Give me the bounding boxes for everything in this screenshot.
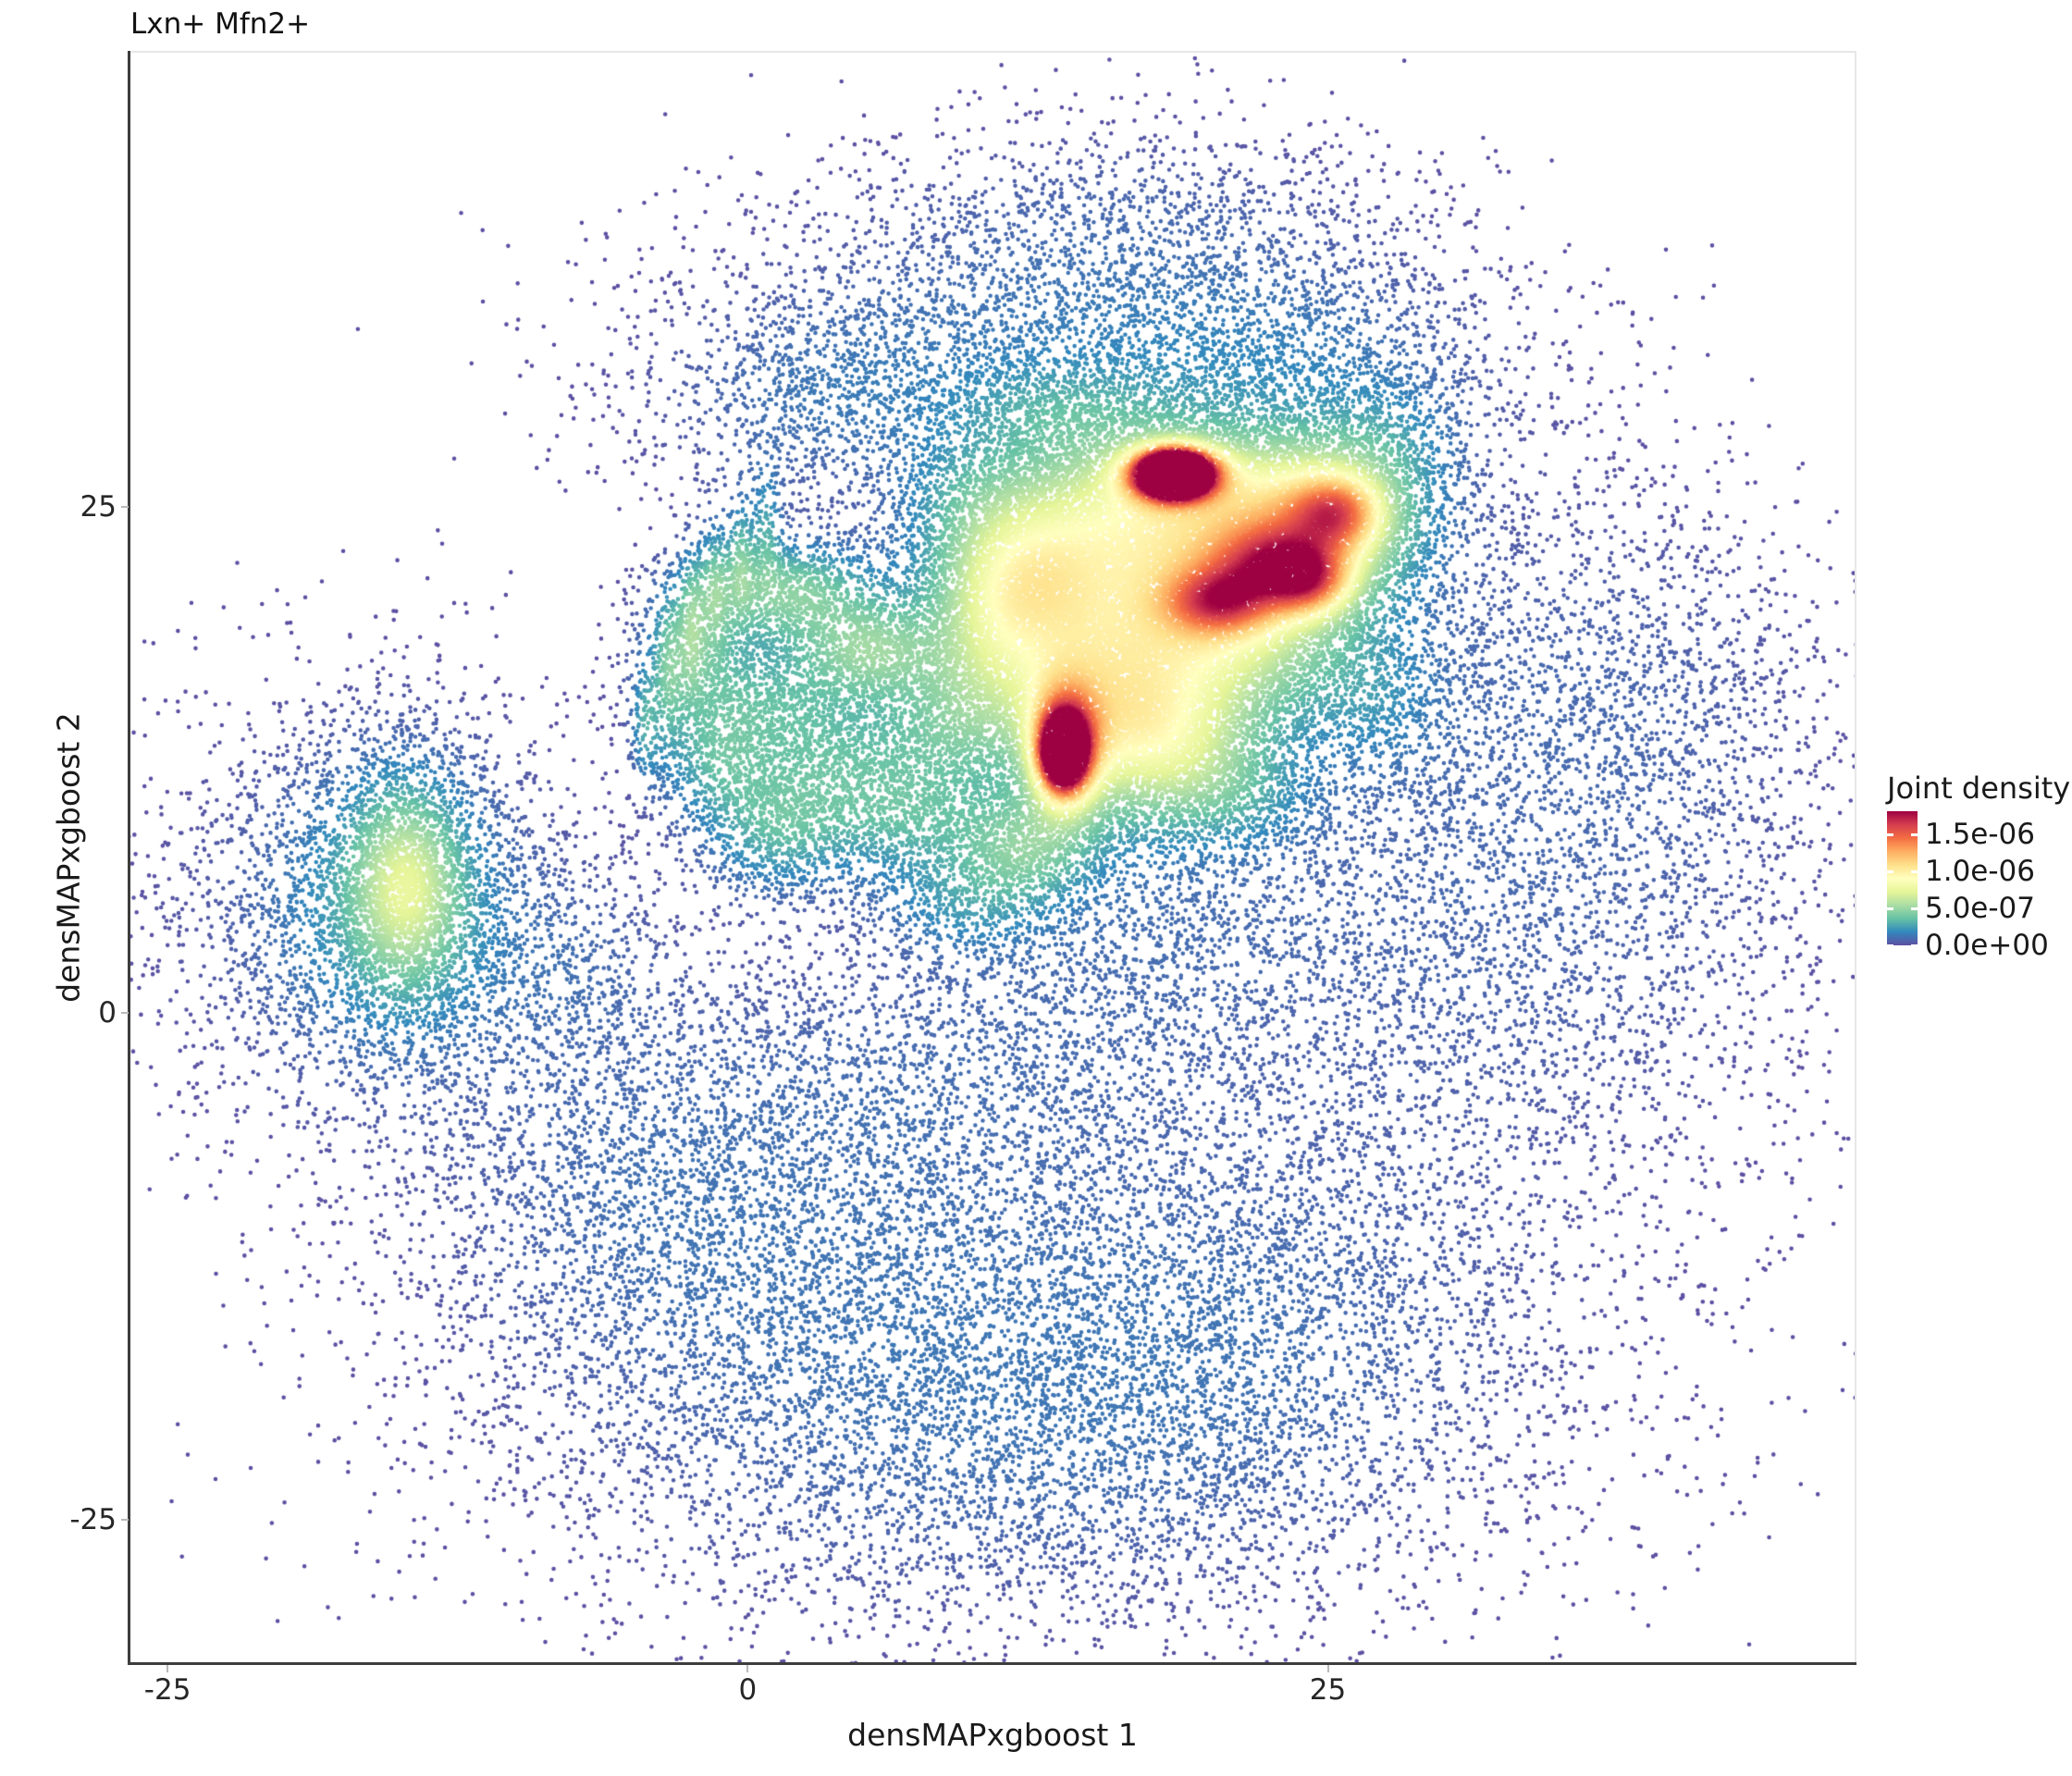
y-tick-mark bbox=[121, 1012, 129, 1015]
y-tick-label: -25 bbox=[69, 1502, 117, 1536]
x-tick-label: 0 bbox=[738, 1673, 758, 1707]
legend-tick-label: 0.0e+00 bbox=[1925, 929, 2049, 962]
plot-panel bbox=[130, 53, 1855, 1663]
y-axis-title: densMAPxgboost 2 bbox=[50, 712, 87, 1003]
panel-border-top bbox=[130, 51, 1856, 53]
x-tick-label: 25 bbox=[1309, 1673, 1347, 1707]
legend-tick-mark bbox=[1887, 870, 1893, 873]
legend-tick-mark bbox=[1911, 870, 1918, 873]
y-axis-line bbox=[128, 51, 130, 1665]
legend-tick-mark bbox=[1911, 944, 1918, 947]
legend-tick-mark bbox=[1911, 906, 1918, 910]
legend-tick-label: 1.0e-06 bbox=[1925, 855, 2036, 889]
y-tick-mark bbox=[121, 1518, 129, 1521]
x-tick-label: -25 bbox=[143, 1673, 191, 1707]
legend-title: Joint density bbox=[1887, 771, 2071, 806]
y-tick-label: 0 bbox=[98, 996, 117, 1030]
legend-colorbar bbox=[1887, 811, 1918, 947]
y-tick-label: 25 bbox=[80, 489, 117, 524]
legend-tick-mark bbox=[1887, 944, 1893, 947]
x-tick-mark bbox=[746, 1665, 749, 1672]
x-axis-title: densMAPxgboost 1 bbox=[847, 1717, 1138, 1753]
y-tick-mark bbox=[121, 505, 129, 508]
scatter-canvas bbox=[130, 53, 1855, 1663]
legend-tick-label: 5.0e-07 bbox=[1925, 892, 2036, 926]
panel-border-right bbox=[1855, 51, 1856, 1665]
legend-tick-label: 1.5e-06 bbox=[1925, 818, 2036, 852]
x-axis-line bbox=[128, 1662, 1856, 1665]
legend-tick-mark bbox=[1887, 832, 1893, 836]
plot-title: Lxn+ Mfn2+ bbox=[130, 7, 311, 41]
x-tick-mark bbox=[166, 1665, 169, 1672]
legend-tick-mark bbox=[1911, 832, 1918, 836]
x-tick-mark bbox=[1326, 1665, 1329, 1672]
legend-tick-mark bbox=[1887, 906, 1893, 910]
